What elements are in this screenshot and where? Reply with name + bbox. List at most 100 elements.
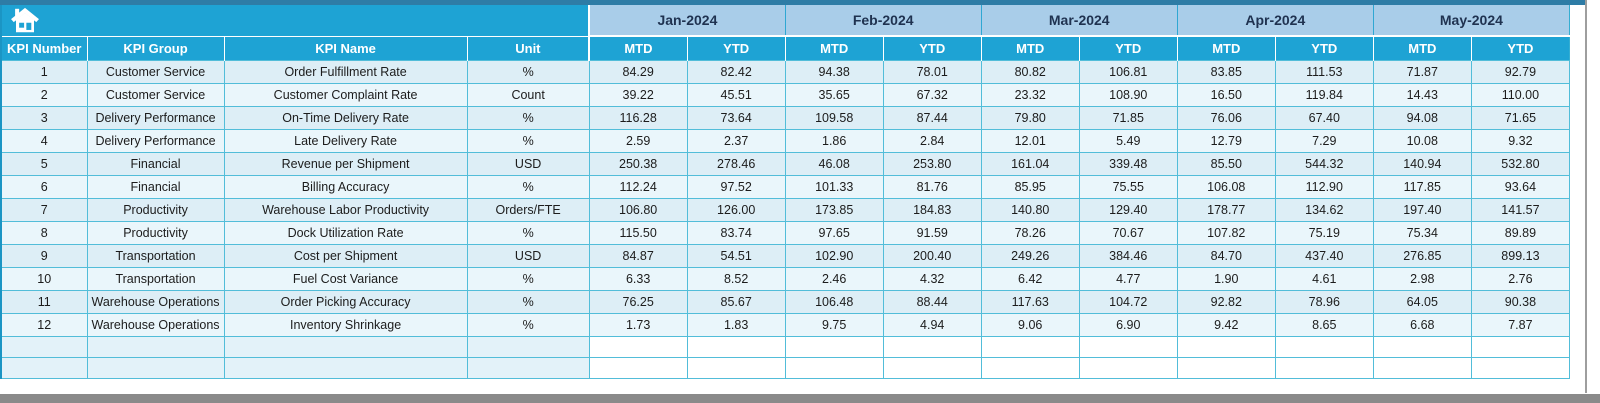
cell-kpi-group[interactable]: Productivity — [86, 220, 225, 245]
subcolumn-header-mtd[interactable]: MTD — [1372, 36, 1472, 60]
cell-kpi-group[interactable]: Delivery Performance — [86, 128, 225, 153]
cell-value[interactable]: 94.38 — [784, 59, 884, 84]
cell-value[interactable]: 112.90 — [1274, 174, 1374, 199]
cell-value[interactable]: 1.86 — [784, 128, 884, 153]
cell-value[interactable]: 126.00 — [686, 197, 786, 222]
empty-cell[interactable] — [1078, 356, 1178, 379]
cell-value[interactable]: 106.81 — [1078, 59, 1178, 84]
month-header-apr[interactable]: Apr-2024 — [1176, 5, 1374, 37]
empty-cell[interactable] — [466, 335, 590, 358]
cell-unit[interactable]: Count — [466, 82, 590, 107]
column-header-kpi-name[interactable]: KPI Name — [223, 36, 468, 60]
cell-value[interactable]: 85.95 — [980, 174, 1080, 199]
cell-value[interactable]: 119.84 — [1274, 82, 1374, 107]
cell-unit[interactable]: % — [466, 220, 590, 245]
cell-value[interactable]: 437.40 — [1274, 243, 1374, 268]
cell-value[interactable]: 184.83 — [882, 197, 982, 222]
empty-cell[interactable] — [1274, 335, 1374, 358]
cell-kpi-number[interactable]: 6 — [0, 174, 88, 199]
subcolumn-header-ytd[interactable]: YTD — [1274, 36, 1374, 60]
cell-value[interactable]: 94.08 — [1372, 105, 1472, 130]
cell-value[interactable]: 79.80 — [980, 105, 1080, 130]
empty-cell[interactable] — [223, 335, 468, 358]
cell-value[interactable]: 140.94 — [1372, 151, 1472, 176]
cell-kpi-name[interactable]: Inventory Shrinkage — [223, 312, 468, 337]
cell-value[interactable]: 9.06 — [980, 312, 1080, 337]
cell-value[interactable]: 10.08 — [1372, 128, 1472, 153]
cell-unit[interactable]: Orders/FTE — [466, 197, 590, 222]
cell-value[interactable]: 161.04 — [980, 151, 1080, 176]
cell-value[interactable]: 544.32 — [1274, 151, 1374, 176]
cell-kpi-group[interactable]: Customer Service — [86, 82, 225, 107]
empty-cell[interactable] — [686, 335, 786, 358]
empty-cell[interactable] — [86, 335, 225, 358]
cell-value[interactable]: 532.80 — [1470, 151, 1571, 176]
cell-value[interactable]: 109.58 — [784, 105, 884, 130]
cell-value[interactable]: 197.40 — [1372, 197, 1472, 222]
cell-value[interactable]: 89.89 — [1470, 220, 1571, 245]
cell-value[interactable]: 88.44 — [882, 289, 982, 314]
empty-cell[interactable] — [686, 356, 786, 379]
cell-value[interactable]: 9.42 — [1176, 312, 1276, 337]
cell-value[interactable]: 106.48 — [784, 289, 884, 314]
cell-value[interactable]: 2.59 — [588, 128, 688, 153]
cell-value[interactable]: 73.64 — [686, 105, 786, 130]
cell-value[interactable]: 67.32 — [882, 82, 982, 107]
cell-value[interactable]: 45.51 — [686, 82, 786, 107]
cell-unit[interactable]: % — [466, 312, 590, 337]
cell-value[interactable]: 111.53 — [1274, 59, 1374, 84]
cell-unit[interactable]: USD — [466, 151, 590, 176]
cell-value[interactable]: 278.46 — [686, 151, 786, 176]
cell-value[interactable]: 8.65 — [1274, 312, 1374, 337]
cell-value[interactable]: 6.68 — [1372, 312, 1472, 337]
cell-value[interactable]: 14.43 — [1372, 82, 1472, 107]
empty-cell[interactable] — [588, 335, 688, 358]
month-header-jan[interactable]: Jan-2024 — [588, 5, 786, 37]
cell-value[interactable]: 12.79 — [1176, 128, 1276, 153]
column-header-kpi-group[interactable]: KPI Group — [86, 36, 225, 60]
cell-value[interactable]: 110.00 — [1470, 82, 1571, 107]
cell-kpi-name[interactable]: Revenue per Shipment — [223, 151, 468, 176]
cell-value[interactable]: 97.65 — [784, 220, 884, 245]
cell-value[interactable]: 92.82 — [1176, 289, 1276, 314]
cell-value[interactable]: 80.82 — [980, 59, 1080, 84]
cell-unit[interactable]: % — [466, 174, 590, 199]
cell-value[interactable]: 78.96 — [1274, 289, 1374, 314]
cell-value[interactable]: 35.65 — [784, 82, 884, 107]
cell-kpi-number[interactable]: 7 — [0, 197, 88, 222]
cell-kpi-group[interactable]: Financial — [86, 151, 225, 176]
cell-kpi-number[interactable]: 10 — [0, 266, 88, 291]
cell-value[interactable]: 75.19 — [1274, 220, 1374, 245]
cell-kpi-group[interactable]: Productivity — [86, 197, 225, 222]
cell-value[interactable]: 117.63 — [980, 289, 1080, 314]
cell-kpi-number[interactable]: 11 — [0, 289, 88, 314]
cell-value[interactable]: 276.85 — [1372, 243, 1472, 268]
cell-value[interactable]: 1.83 — [686, 312, 786, 337]
empty-cell[interactable] — [1078, 335, 1178, 358]
cell-value[interactable]: 84.70 — [1176, 243, 1276, 268]
month-header-mar[interactable]: Mar-2024 — [980, 5, 1178, 37]
cell-value[interactable]: 108.90 — [1078, 82, 1178, 107]
cell-value[interactable]: 90.38 — [1470, 289, 1571, 314]
cell-kpi-group[interactable]: Financial — [86, 174, 225, 199]
cell-kpi-name[interactable]: Cost per Shipment — [223, 243, 468, 268]
empty-cell[interactable] — [0, 356, 88, 379]
cell-value[interactable]: 140.80 — [980, 197, 1080, 222]
cell-kpi-name[interactable]: Dock Utilization Rate — [223, 220, 468, 245]
cell-value[interactable]: 70.67 — [1078, 220, 1178, 245]
cell-value[interactable]: 5.49 — [1078, 128, 1178, 153]
subcolumn-header-ytd[interactable]: YTD — [1078, 36, 1178, 60]
cell-value[interactable]: 1.73 — [588, 312, 688, 337]
empty-cell[interactable] — [1176, 356, 1276, 379]
cell-value[interactable]: 78.01 — [882, 59, 982, 84]
empty-cell[interactable] — [86, 356, 225, 379]
cell-value[interactable]: 54.51 — [686, 243, 786, 268]
cell-value[interactable]: 83.85 — [1176, 59, 1276, 84]
cell-value[interactable]: 7.29 — [1274, 128, 1374, 153]
cell-unit[interactable]: % — [466, 289, 590, 314]
cell-kpi-number[interactable]: 1 — [0, 59, 88, 84]
empty-cell[interactable] — [784, 356, 884, 379]
cell-value[interactable]: 12.01 — [980, 128, 1080, 153]
cell-value[interactable]: 1.90 — [1176, 266, 1276, 291]
cell-value[interactable]: 67.40 — [1274, 105, 1374, 130]
